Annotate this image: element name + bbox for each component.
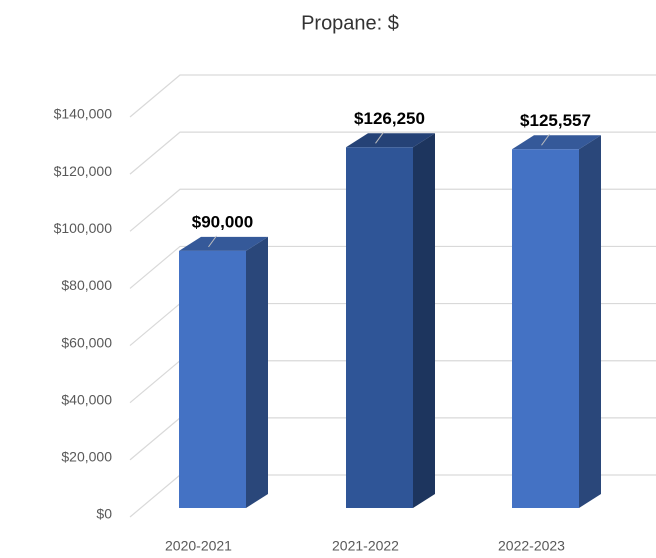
grid-line [129, 245, 656, 289]
y-tick-label: $80,000 [61, 277, 112, 293]
grid-line [129, 131, 656, 175]
y-tick-label: $140,000 [54, 106, 113, 122]
data-label: $125,557 [520, 111, 591, 130]
y-tick-label: $20,000 [61, 449, 112, 465]
data-label: $126,250 [354, 109, 425, 128]
grid-line [129, 74, 656, 118]
data-label: $90,000 [192, 212, 253, 231]
x-tick-label: 2022-2023 [498, 538, 565, 554]
bar-side [246, 236, 268, 508]
bar-side [413, 133, 435, 509]
bar-side [579, 135, 601, 508]
bar-top [346, 133, 435, 148]
leader-line [541, 133, 550, 146]
grid-line [129, 188, 656, 232]
leader-line [375, 131, 384, 144]
bar [179, 250, 246, 508]
bar-top [179, 236, 268, 251]
x-tick-label: 2020-2021 [165, 538, 232, 554]
y-tick-label: $0 [96, 506, 112, 522]
bar [346, 147, 413, 509]
chart-title: Propane: $ [301, 12, 399, 34]
y-tick-label: $100,000 [54, 220, 113, 236]
y-tick-label: $60,000 [61, 334, 112, 350]
x-tick-label: 2021-2022 [332, 538, 399, 554]
leader-line [208, 235, 217, 248]
bar-top [512, 135, 601, 150]
bar [512, 149, 579, 508]
y-tick-label: $40,000 [61, 391, 112, 407]
y-tick-label: $120,000 [54, 163, 113, 179]
